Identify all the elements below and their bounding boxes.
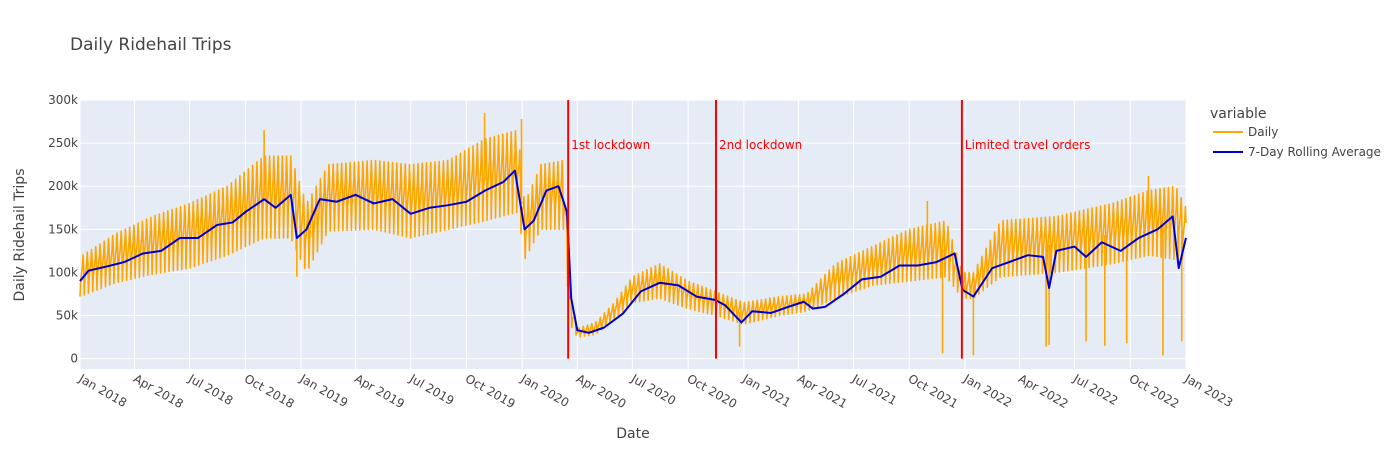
x-tick-label: Apr 2020 <box>574 371 629 411</box>
x-tick-label: Jul 2022 <box>1070 371 1120 408</box>
annotation-label: 2nd lockdown <box>719 138 802 152</box>
y-tick-label: 300k <box>48 93 78 107</box>
x-tick-label: Apr 2019 <box>352 371 407 411</box>
annotation-label: 1st lockdown <box>571 138 650 152</box>
x-tick-label: Jan 2021 <box>739 371 793 410</box>
y-tick-label: 100k <box>48 265 78 279</box>
chart-title: Daily Ridehail Trips <box>70 35 232 55</box>
x-tick-label: Jan 2022 <box>961 371 1015 410</box>
y-axis: 0 50k 100k 150k 200k 250k 300k <box>48 93 78 366</box>
x-tick-label: Apr 2018 <box>131 371 186 411</box>
y-tick-label: 250k <box>48 136 78 150</box>
x-tick-label: Oct 2022 <box>1127 371 1182 411</box>
x-tick-label: Oct 2021 <box>906 371 961 411</box>
series-rolling-average-line <box>79 169 1187 334</box>
annotation-label: Limited travel orders <box>965 138 1090 152</box>
x-axis-title: Date <box>616 426 649 442</box>
legend: variable Daily 7-Day Rolling Average <box>1210 106 1381 159</box>
series-layer <box>79 112 1187 356</box>
x-tick-label: Jan 2019 <box>297 371 351 410</box>
annotations: 1st lockdown 2nd lockdown Limited travel o… <box>567 100 1090 359</box>
y-axis-title: Daily Ridehail Trips <box>12 169 28 302</box>
x-tick-label: Apr 2022 <box>1016 371 1071 411</box>
y-tick-label: 150k <box>48 222 78 236</box>
x-axis: Jan 2018 Apr 2018 Jul 2018 Oct 2018 Jan 2019… <box>76 371 1236 411</box>
x-tick-label: Oct 2019 <box>463 371 518 411</box>
x-tick-label: Jul 2021 <box>849 371 899 408</box>
x-tick-label: Jan 2018 <box>76 371 130 410</box>
x-tick-label: Oct 2018 <box>242 371 297 411</box>
y-tick-label: 50k <box>56 309 78 323</box>
legend-label-daily[interactable]: Daily <box>1248 125 1278 139</box>
x-tick-label: Oct 2020 <box>685 371 740 411</box>
legend-label-rolling[interactable]: 7-Day Rolling Average <box>1248 145 1381 159</box>
x-tick-label: Jul 2018 <box>185 371 235 408</box>
x-tick-label: Jan 2023 <box>1182 371 1236 410</box>
y-tick-label: 200k <box>48 179 78 193</box>
legend-title: variable <box>1210 106 1266 122</box>
x-tick-label: Jul 2019 <box>406 371 456 408</box>
x-tick-label: Jan 2020 <box>518 371 572 410</box>
x-tick-label: Jul 2020 <box>628 371 678 408</box>
x-tick-label: Apr 2021 <box>795 371 850 411</box>
y-tick-label: 0 <box>70 352 78 366</box>
